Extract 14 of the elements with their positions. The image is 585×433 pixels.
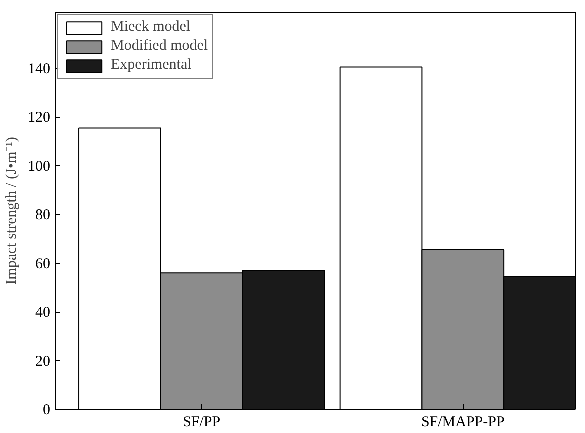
legend-label: Experimental: [111, 57, 192, 74]
y-tick-label: 20: [36, 354, 50, 370]
y-tick-label: 140: [28, 62, 50, 78]
x-tick-label: SF/PP: [183, 414, 221, 430]
legend-label: Mieck model: [111, 19, 191, 36]
y-axis-title: Impact strength / (J•m⁻¹): [4, 137, 20, 285]
y-tick-label: 80: [36, 208, 50, 224]
y-tick-label: 60: [36, 256, 50, 272]
y-tick-label: 120: [28, 110, 50, 126]
legend-label: Modified model: [111, 38, 208, 55]
y-tick-label: 40: [36, 305, 50, 322]
x-tick-label: SF/MAPP-PP: [421, 414, 505, 430]
y-tick-label: 100: [28, 158, 50, 175]
y-tick-label: 0: [43, 402, 50, 418]
